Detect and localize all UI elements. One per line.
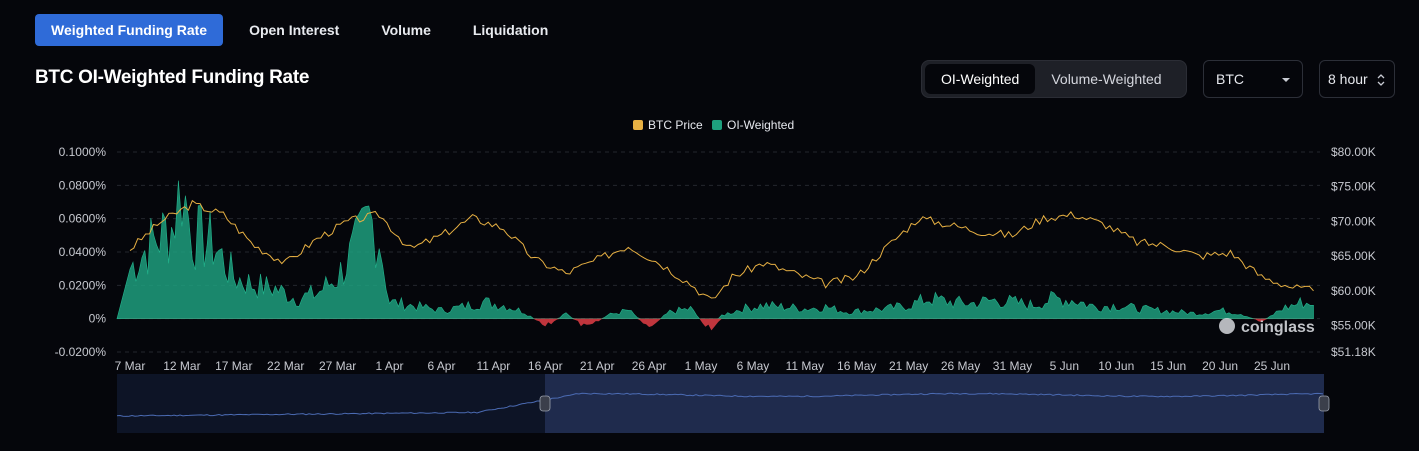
x-tick-label: 20 Jun (1202, 359, 1238, 373)
oi-weighted-positive-area (116, 180, 1314, 319)
funding-rate-chart: BTC Price OI-Weighted 0.1000% 0.0800% 0.060… (55, 118, 1376, 433)
legend-label: OI-Weighted (727, 118, 794, 132)
x-tick-label: 22 Mar (267, 359, 304, 373)
coin-select-value: BTC (1216, 71, 1244, 87)
weighting-toggle: OI-Weighted Volume-Weighted (921, 60, 1187, 98)
y-right-tick-label: $80.00K (1331, 145, 1376, 159)
tab-liquidation[interactable]: Liquidation (472, 22, 549, 38)
coinglass-watermark: coinglass (1219, 318, 1315, 336)
tab-volume[interactable]: Volume (381, 22, 431, 38)
x-tick-label: 6 Apr (427, 359, 455, 373)
x-tick-label: 15 Jun (1150, 359, 1186, 373)
x-tick-label: 26 May (941, 359, 980, 373)
legend-swatch (712, 120, 722, 130)
y-left-tick-label: 0.0800% (59, 178, 107, 192)
x-tick-label: 5 Jun (1050, 359, 1079, 373)
y-axis-right: $80.00K $75.00K $70.00K $65.00K $60.00K $55.0… (1331, 145, 1376, 359)
x-tick-label: 25 Jun (1254, 359, 1290, 373)
x-tick-label: 26 Apr (632, 359, 667, 373)
watermark-text: coinglass (1241, 319, 1315, 336)
page-title: BTC OI-Weighted Funding Rate (35, 67, 310, 88)
x-tick-label: 1 May (685, 359, 718, 373)
x-tick-label: 21 Apr (580, 359, 615, 373)
x-tick-label: 31 May (993, 359, 1032, 373)
y-left-tick-label: 0.0400% (59, 245, 107, 259)
x-tick-label: 11 May (786, 359, 824, 373)
y-axis-left: 0.1000% 0.0800% 0.0600% 0.0400% 0.0200% 0% -0.… (55, 145, 107, 359)
tab-weighted-funding-rate[interactable]: Weighted Funding Rate (35, 14, 224, 46)
x-tick-label: 7 Mar (115, 359, 146, 373)
legend-label: BTC Price (648, 118, 703, 132)
coinglass-logo-icon (1219, 318, 1235, 334)
y-left-tick-label: 0.1000% (59, 145, 107, 159)
oi-weighted-area (116, 180, 1314, 331)
range-navigator[interactable] (116, 374, 1330, 433)
tab-bar: Weighted Funding Rate Open Interest Volu… (35, 14, 574, 46)
x-tick-label: 1 Apr (376, 359, 404, 373)
y-right-tick-label: $51.18K (1331, 345, 1376, 359)
x-tick-label: 16 May (837, 359, 876, 373)
navigator-selection (545, 374, 1324, 433)
chart-grid (117, 151, 1320, 353)
y-left-tick-label: 0% (89, 312, 107, 326)
x-tick-label: 21 May (889, 359, 928, 373)
y-right-tick-label: $75.00K (1331, 180, 1376, 194)
y-right-tick-label: $55.00K (1331, 318, 1376, 332)
chart-legend: BTC Price OI-Weighted (633, 118, 794, 132)
x-axis: 7 Mar 12 Mar 17 Mar 22 Mar 27 Mar 1 Apr 6 Apr 1… (115, 359, 1290, 373)
legend-swatch (633, 120, 643, 130)
volume-weighted-button[interactable]: Volume-Weighted (1051, 71, 1162, 87)
x-tick-label: 6 May (737, 359, 770, 373)
x-tick-label: 27 Mar (319, 359, 356, 373)
tab-open-interest[interactable]: Open Interest (249, 22, 340, 38)
sort-updown-icon (1377, 74, 1385, 86)
interval-select[interactable]: 8 hour (1319, 60, 1395, 98)
x-tick-label: 16 Apr (528, 359, 563, 373)
chevron-down-icon (1282, 78, 1290, 82)
x-tick-label: 10 Jun (1098, 359, 1134, 373)
x-tick-label: 12 Mar (163, 359, 200, 373)
y-left-tick-label: -0.0200% (55, 345, 107, 359)
btc-price-line (129, 199, 1314, 299)
navigator-left-handle (539, 395, 551, 412)
coin-select[interactable]: BTC (1203, 60, 1303, 98)
y-right-tick-label: $70.00K (1331, 214, 1376, 228)
y-left-tick-label: 0.0600% (59, 212, 107, 226)
y-right-tick-label: $65.00K (1331, 249, 1376, 263)
oi-weighted-button[interactable]: OI-Weighted (925, 64, 1036, 94)
oi-weighted-negative-area (117, 318, 1314, 331)
y-right-tick-label: $60.00K (1331, 284, 1376, 298)
x-tick-label: 17 Mar (215, 359, 252, 373)
navigator-line (116, 392, 1324, 417)
navigator-right-handle (1318, 395, 1330, 412)
btc-price-path (129, 199, 1314, 299)
y-left-tick-label: 0.0200% (59, 278, 107, 292)
x-tick-label: 11 Apr (476, 359, 510, 373)
interval-select-value: 8 hour (1328, 71, 1368, 87)
